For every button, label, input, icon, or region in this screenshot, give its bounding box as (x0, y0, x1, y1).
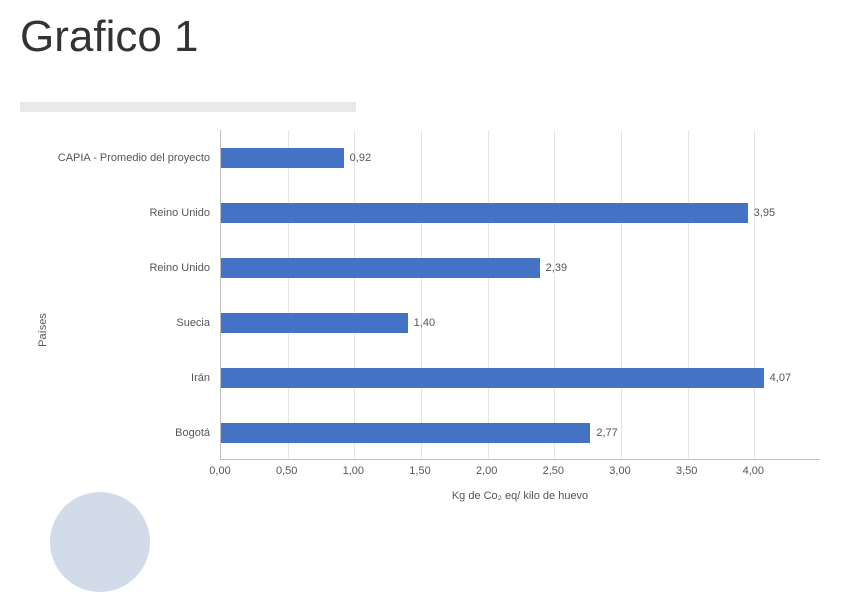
bar (221, 148, 344, 168)
x-tick-label: 0,00 (209, 465, 230, 477)
bar-value-label: 4,07 (764, 372, 791, 384)
y-axis-labels: CAPIA - Promedio del proyecto Reino Unido… (50, 130, 210, 460)
grid-line (421, 130, 422, 459)
x-tick-label: 2,00 (476, 465, 497, 477)
grid-line (621, 130, 622, 459)
category-label: Irán (50, 372, 210, 384)
grid-line (754, 130, 755, 459)
category-label: Suecia (50, 317, 210, 329)
bar-value-label: 2,39 (540, 262, 567, 274)
title-underline (20, 102, 356, 112)
page-title: Grafico 1 (20, 12, 199, 62)
bar (221, 423, 590, 443)
x-axis-title: Kg de Co₂ eq/ kilo de huevo (220, 490, 820, 502)
chart-plot-area: 0,92 3,95 2,39 1,40 4,07 2,77 (220, 130, 820, 460)
x-tick-label: 3,50 (676, 465, 697, 477)
grid-line (488, 130, 489, 459)
bar (221, 203, 748, 223)
grid-line (354, 130, 355, 459)
x-tick-label: 2,50 (543, 465, 564, 477)
x-tick-label: 3,00 (609, 465, 630, 477)
y-axis-title: Países (37, 313, 49, 347)
bar-value-label: 0,92 (344, 152, 371, 164)
x-tick-label: 1,50 (409, 465, 430, 477)
bar (221, 368, 764, 388)
bar-value-label: 3,95 (748, 207, 775, 219)
grid-line (554, 130, 555, 459)
bar (221, 313, 408, 333)
grid-line (288, 130, 289, 459)
x-tick-label: 0,50 (276, 465, 297, 477)
bar (221, 258, 540, 278)
grid-line (688, 130, 689, 459)
category-label: Reino Unido (50, 207, 210, 219)
bar-value-label: 2,77 (590, 427, 617, 439)
x-tick-label: 1,00 (343, 465, 364, 477)
decorative-circle (50, 492, 150, 592)
x-tick-label: 4,00 (743, 465, 764, 477)
bar-chart: Países CAPIA - Promedio del proyecto Rein… (20, 130, 840, 530)
category-label: Bogotá (50, 427, 210, 439)
category-label: CAPIA - Promedio del proyecto (50, 152, 210, 164)
x-axis-ticks: 0,000,501,001,502,002,503,003,504,00 (220, 465, 820, 485)
bar-value-label: 1,40 (408, 317, 435, 329)
category-label: Reino Unido (50, 262, 210, 274)
